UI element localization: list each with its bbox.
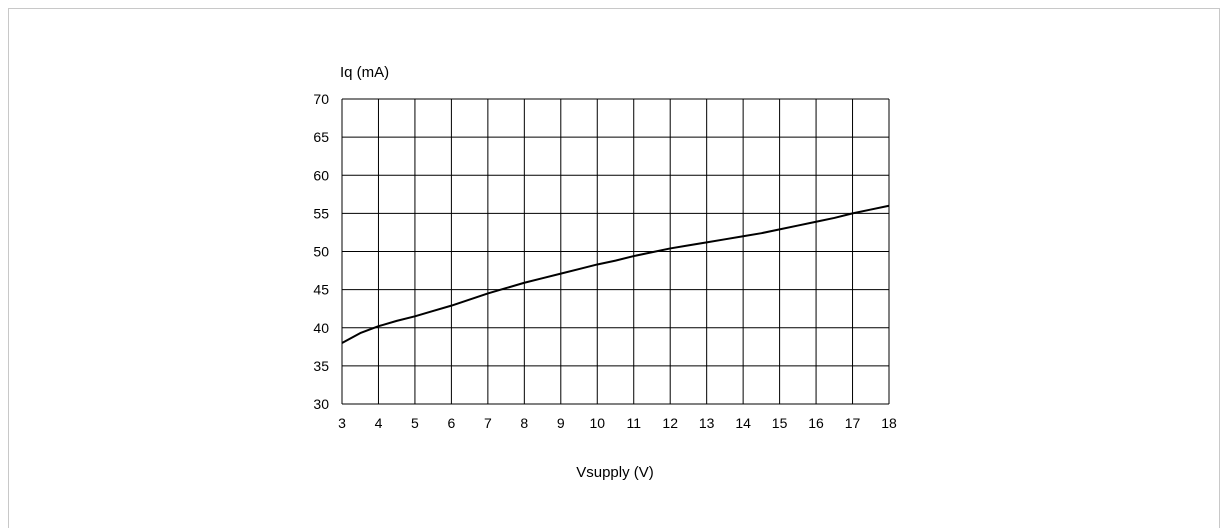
x-tick-label: 5	[411, 415, 419, 431]
x-tick-label: 12	[662, 415, 678, 431]
x-tick-label: 4	[375, 415, 383, 431]
x-axis-title: Vsupply (V)	[576, 464, 654, 481]
y-tick-label: 55	[313, 205, 329, 221]
x-tick-label: 11	[626, 415, 641, 431]
y-tick-label: 45	[313, 282, 329, 298]
y-tick-label: 30	[313, 396, 329, 412]
x-tick-label: 13	[699, 415, 715, 431]
x-tick-label: 18	[881, 415, 897, 431]
x-tick-label: 17	[845, 415, 861, 431]
y-tick-label: 40	[313, 320, 329, 336]
x-tick-label: 14	[735, 415, 751, 431]
x-tick-label: 3	[338, 415, 346, 431]
grid-lines	[341, 98, 890, 405]
y-axis-title: Iq (mA)	[340, 64, 389, 81]
x-tick-label: 16	[808, 415, 824, 431]
x-tick-label: 10	[589, 415, 605, 431]
x-tick-label: 7	[484, 415, 492, 431]
x-tick-label: 9	[557, 415, 565, 431]
x-tick-label: 15	[772, 415, 788, 431]
x-tick-label: 6	[448, 415, 456, 431]
series-layer	[341, 204, 890, 344]
y-tick-label: 35	[313, 358, 329, 374]
y-tick-label: 60	[313, 167, 329, 183]
y-tick-label: 50	[313, 244, 329, 260]
y-tick-labels: 30 35 40 45 50 55 60 65 70	[313, 91, 329, 412]
chart-frame	[8, 8, 1220, 528]
x-tick-label: 8	[520, 415, 528, 431]
y-tick-label: 70	[313, 91, 329, 107]
series-line	[341, 204, 890, 344]
y-tick-label: 65	[313, 129, 329, 145]
x-tick-labels: 3 4 5 6 7 8 9 10 11 12 13 14 15 16 17 18	[338, 415, 897, 431]
